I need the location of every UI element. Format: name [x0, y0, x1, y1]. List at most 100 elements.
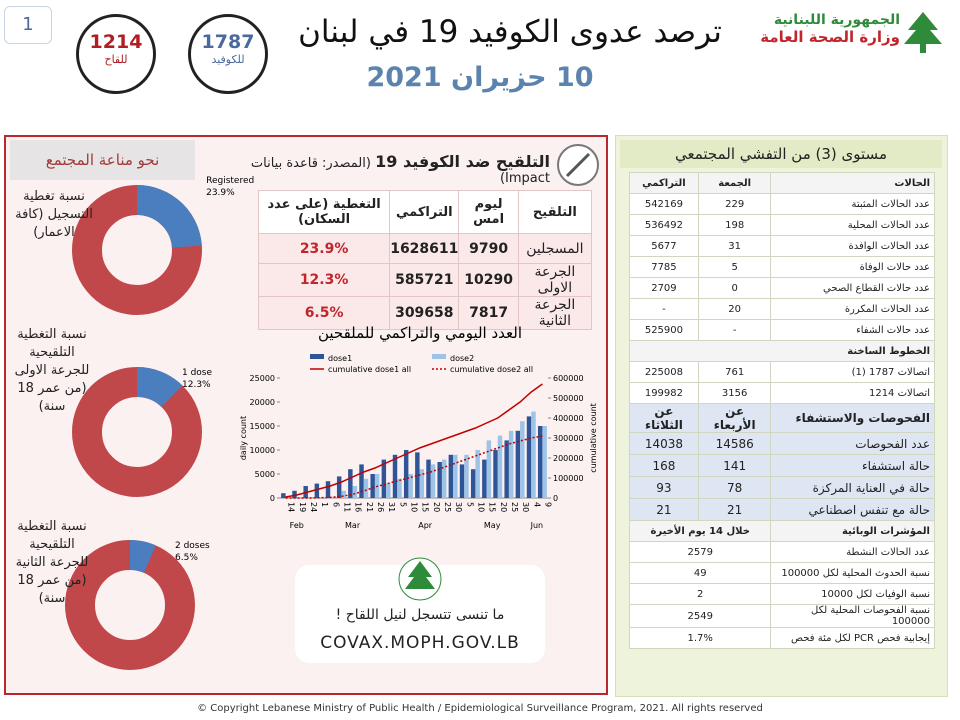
cell: 229: [697, 193, 772, 215]
cell: خلال 14 يوم الأخيرة: [628, 520, 772, 542]
cedar-icon: [904, 12, 942, 53]
table-row: عدد حالات الوفاة 5 7785: [629, 256, 935, 278]
table-row: الجرعة الاولى 10290 585721 12.3%: [257, 263, 593, 297]
bar: [531, 411, 536, 498]
header-row: التلقيح ليوم امس التراكمي التغطية (على عدد …: [257, 190, 593, 234]
legend-label: dose1: [328, 354, 352, 363]
row-label: عدد الحالات المحلية: [770, 214, 935, 236]
table-row: حالة استشفاء 141 168: [629, 454, 935, 477]
column-header: التلقيح: [517, 190, 593, 234]
bar: [437, 462, 442, 498]
x-tick-label: 5: [465, 502, 474, 507]
y2-tick-label: 600000: [553, 374, 584, 383]
bar: [430, 464, 436, 498]
copyright: © Copyright Lebanese Ministry of Public …: [197, 703, 763, 714]
donut-description: نسبة تغطية التسجيل (كافة الاعمار): [15, 189, 93, 240]
row-label: نسبة الوفيات لكل 10000: [770, 583, 935, 605]
table-row: نسبة الوفيات لكل 10000 2: [628, 583, 935, 605]
table-row: عدد الحالات المثبتة 229 542169: [629, 193, 935, 215]
bar: [415, 452, 420, 498]
cell: -: [629, 298, 699, 320]
cell: 78: [697, 476, 772, 499]
slice-value: 23.9%: [206, 188, 235, 198]
legend-label: dose2: [450, 354, 474, 363]
x-tick-label: 30: [454, 502, 463, 512]
y2-tick-label: 200000: [553, 454, 584, 463]
website: COVAX.MOPH.GOV.LB: [320, 633, 520, 653]
ministry-line: الجمهورية اللبنانية: [773, 12, 900, 28]
bar: [370, 474, 375, 498]
table-row: عدد الفحوصات 14586 14038: [629, 432, 935, 455]
bar: [403, 450, 409, 498]
bar: [459, 464, 465, 498]
cell: عن الثلاثاء: [629, 403, 699, 433]
donut-description: نسبة التغطية التلقيحية للجرعة الثانية (م…: [15, 519, 89, 606]
bar: [482, 459, 487, 498]
bar: [359, 464, 364, 498]
ministry-line: وزارة الصحة العامة: [760, 28, 900, 46]
slice-value: 6.5%: [175, 553, 198, 563]
hotline-label: للقاح: [104, 53, 128, 66]
bar: [493, 450, 498, 498]
y-axis-label: daily count: [239, 416, 248, 460]
page-title: ترصد عدوى الكوفيد 19 في لبنان: [298, 14, 722, 50]
x-tick-label: 25: [510, 502, 519, 512]
month-label: Mar: [345, 521, 361, 530]
row-label: حالة في العناية المركزة: [770, 476, 935, 499]
cell: 21: [697, 498, 772, 521]
section-header: الخطوط الساخنة: [629, 340, 935, 362]
y-tick-label: 20000: [250, 398, 275, 407]
bar: [281, 493, 286, 498]
row-label: اتصالات 1787 (1): [770, 361, 935, 383]
donut-slice: [136, 367, 183, 408]
row-label: عدد الحالات الوافدة: [770, 235, 935, 257]
row-label: عدد الحالات النشطة: [770, 541, 935, 563]
month-label: May: [484, 521, 501, 530]
reminder-text: ما تنسى تتسجل لنيل اللقاح !: [335, 607, 505, 623]
bar: [515, 430, 521, 498]
bar: [475, 450, 480, 498]
cell: 7785: [629, 256, 699, 278]
hotline-label: للكوفيد: [211, 53, 245, 66]
cell: عن الأربعاء: [697, 403, 772, 433]
row-label: عدد حالات القطاع الصحي: [770, 277, 935, 299]
legend-swatch: [432, 354, 446, 359]
y2-tick-label: 500000: [553, 394, 584, 403]
y-tick-label: 15000: [250, 422, 275, 431]
vaccination-title: التلقيح ضد الكوفيد 19: [375, 152, 550, 171]
bar: [363, 478, 369, 498]
page-number: 1: [4, 6, 52, 44]
row-label: الفحوصات والاستشفاء: [770, 403, 935, 433]
row-label: نسبة الفحوصات المحلية لكل 100000: [770, 604, 935, 628]
x-tick-label: 10: [409, 502, 418, 512]
bar: [526, 416, 532, 498]
table-row: نسبة الحدوث المحلية لكل 100000 49: [628, 562, 935, 584]
row-label: عدد حالات الشفاء: [770, 319, 935, 341]
cell: 168: [629, 454, 699, 477]
column-header: التغطية (على عدد السكان): [257, 190, 391, 234]
cell: 141: [697, 454, 772, 477]
ministry-logo: الجمهورية اللبنانية وزارة الصحة العامة: [760, 12, 900, 46]
slice-label: Registered: [206, 176, 254, 186]
y-tick-label: 25000: [250, 374, 275, 383]
cell: 14038: [629, 432, 699, 455]
table-row: عدد حالات القطاع الصحي 0 2709: [629, 277, 935, 299]
bar: [397, 478, 402, 498]
table-row: إيجابية فحص PCR لكل مئة فحص 1.7%: [628, 627, 935, 649]
y2-tick-label: 0: [553, 494, 558, 503]
bar: [542, 426, 547, 498]
bar: [486, 440, 492, 498]
x-tick-label: 6: [331, 502, 340, 507]
slice-label: 2 doses: [175, 541, 210, 551]
row-label: حالة مع تنفس اصطناعي: [770, 498, 935, 521]
cell: 2579: [628, 541, 772, 563]
x-tick-label: 26: [376, 502, 385, 512]
cell: 3156: [697, 382, 772, 404]
legend-label: cumulative dose1 all: [328, 365, 411, 374]
cell: 14586: [697, 432, 772, 455]
table-row: اتصالات 1787 (1) 761 225008: [629, 361, 935, 383]
x-tick-label: 10: [476, 502, 485, 512]
bar: [520, 421, 525, 498]
cell: 10290: [458, 263, 519, 297]
